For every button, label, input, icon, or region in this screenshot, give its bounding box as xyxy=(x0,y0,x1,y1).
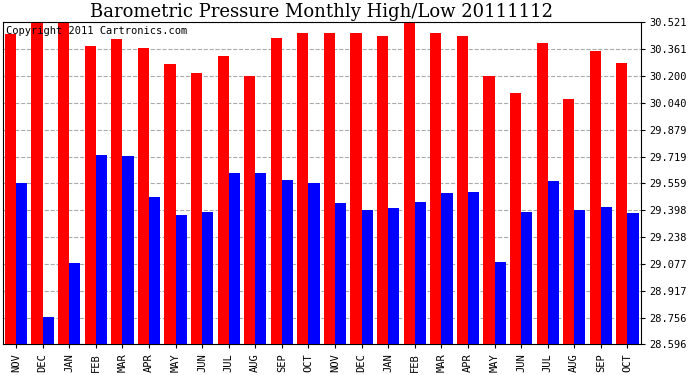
Bar xyxy=(415,201,426,345)
Bar xyxy=(483,76,495,345)
Bar xyxy=(58,22,69,345)
Bar xyxy=(616,63,627,345)
Bar xyxy=(244,76,255,345)
Bar xyxy=(164,64,175,345)
Bar xyxy=(537,43,548,345)
Bar xyxy=(96,155,107,345)
Bar xyxy=(404,22,415,345)
Bar xyxy=(297,33,308,345)
Bar xyxy=(548,182,559,345)
Bar xyxy=(468,192,479,345)
Bar xyxy=(5,34,16,345)
Bar xyxy=(149,196,160,345)
Text: Copyright 2011 Cartronics.com: Copyright 2011 Cartronics.com xyxy=(6,26,187,36)
Bar xyxy=(32,22,43,345)
Bar xyxy=(324,33,335,345)
Bar xyxy=(191,73,202,345)
Bar xyxy=(495,262,506,345)
Title: Barometric Pressure Monthly High/Low 20111112: Barometric Pressure Monthly High/Low 201… xyxy=(90,3,553,21)
Bar xyxy=(85,46,96,345)
Bar xyxy=(308,183,319,345)
Bar xyxy=(270,38,282,345)
Bar xyxy=(457,36,468,345)
Bar xyxy=(377,36,388,345)
Bar xyxy=(175,215,187,345)
Bar xyxy=(217,56,228,345)
Bar xyxy=(601,207,612,345)
Bar xyxy=(627,213,638,345)
Bar xyxy=(362,210,373,345)
Bar xyxy=(202,211,213,345)
Bar xyxy=(122,156,134,345)
Bar xyxy=(138,48,149,345)
Bar xyxy=(111,39,122,345)
Bar xyxy=(228,173,240,345)
Bar xyxy=(590,51,601,345)
Bar xyxy=(510,93,521,345)
Bar xyxy=(282,180,293,345)
Bar xyxy=(521,211,532,345)
Bar xyxy=(388,208,400,345)
Bar xyxy=(335,203,346,345)
Bar xyxy=(430,33,442,345)
Bar xyxy=(16,183,27,345)
Bar xyxy=(351,33,362,345)
Bar xyxy=(442,193,453,345)
Bar xyxy=(43,317,54,345)
Bar xyxy=(574,210,585,345)
Bar xyxy=(255,173,266,345)
Bar xyxy=(563,99,574,345)
Bar xyxy=(69,264,81,345)
